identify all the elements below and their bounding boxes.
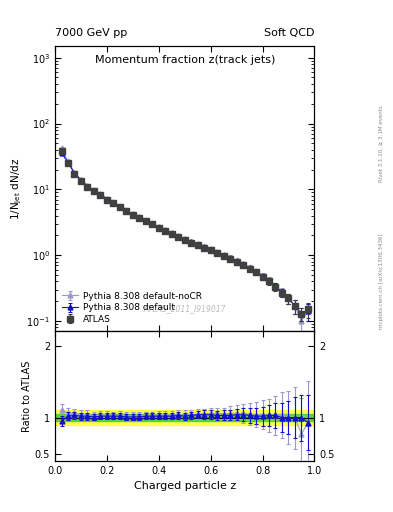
Bar bbox=[55, 411, 314, 425]
Text: Momentum fraction z(track jets): Momentum fraction z(track jets) bbox=[95, 55, 275, 65]
Text: Soft QCD: Soft QCD bbox=[264, 28, 314, 38]
Text: ATLAS_2011_I919017: ATLAS_2011_I919017 bbox=[143, 304, 226, 313]
X-axis label: Charged particle z: Charged particle z bbox=[134, 481, 236, 491]
Text: 7000 GeV pp: 7000 GeV pp bbox=[55, 28, 127, 38]
Legend: Pythia 8.308 default-noCR, Pythia 8.308 default, ATLAS: Pythia 8.308 default-noCR, Pythia 8.308 … bbox=[59, 289, 205, 327]
Text: mcplots.cern.ch [arXiv:1306.3436]: mcplots.cern.ch [arXiv:1306.3436] bbox=[379, 234, 384, 329]
Y-axis label: Ratio to ATLAS: Ratio to ATLAS bbox=[22, 360, 32, 432]
Y-axis label: 1/N$_{\rm jet}$ dN/dz: 1/N$_{\rm jet}$ dN/dz bbox=[9, 158, 24, 220]
Text: Rivet 3.1.10, ≥ 3.1M events: Rivet 3.1.10, ≥ 3.1M events bbox=[379, 105, 384, 182]
Bar bbox=[55, 414, 314, 421]
